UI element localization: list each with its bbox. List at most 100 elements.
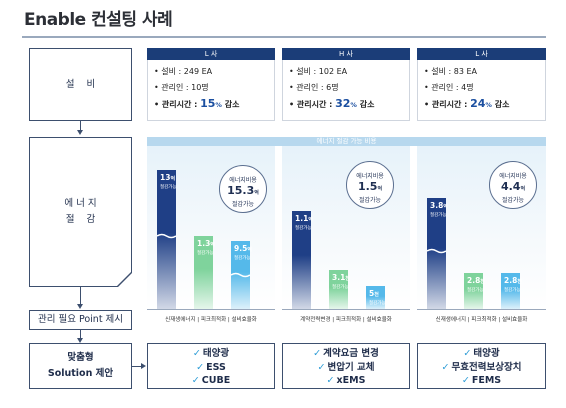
saving-sub: 절감가능 — [358, 197, 382, 204]
saving-value: 1.5억 — [357, 180, 383, 193]
saving-value: 4.4억 — [500, 180, 526, 193]
saving-label: 에너지비용 — [499, 173, 527, 180]
category-labels: 신재생에너지 | 피크최적화 | 설비효율화 — [435, 317, 528, 323]
check-icon: ✓ — [313, 348, 322, 359]
management-time-label: • 관리시간 : — [154, 100, 201, 109]
equipment-step: 설 비 — [29, 48, 132, 121]
solution-item: ✓ FEMS — [418, 374, 545, 388]
category-label: 설비효율화 — [502, 317, 528, 323]
bar-caption: 절감가능 — [234, 256, 251, 261]
saving-sub: 절감가능 — [501, 197, 525, 204]
bar-value: 1.1억 — [295, 214, 313, 223]
solution-text: ESS — [206, 361, 226, 373]
bar-caption: 절감가능 — [369, 301, 386, 306]
solution-item: ✓ 계약요금 변경 — [283, 347, 409, 361]
company-info: • 설비 : 83 EA • 관리인 : 4명 • 관리시간 : 24% 감소 — [417, 60, 546, 121]
company-header: L 사 — [417, 48, 546, 60]
check-icon: ✓ — [317, 361, 326, 373]
solution-box: ✓ 태양광 ✓ ESS ✓ CUBE — [147, 343, 275, 389]
check-icon: ✓ — [463, 348, 472, 359]
category-labels: 신재생에너지 | 피크최적화 | 설비효율화 — [165, 317, 257, 323]
bar-value: 5천 — [369, 289, 379, 298]
check-icon: ✓ — [192, 348, 201, 359]
solution-item: ✓ ESS — [148, 361, 274, 375]
manager-count: • 관리인 : 6명 — [289, 83, 339, 92]
equipment-count: • 설비 : 83 EA — [424, 67, 478, 76]
manager-count: • 관리인 : 10명 — [154, 83, 209, 92]
solution-step: 맞춤형 Solution 제안 — [29, 343, 132, 389]
solution-item: ✓ 태양광 — [418, 347, 545, 361]
energy-panel: 13억 절감가능 1.3억 절감가능 9.5억 절감가능 에너지비용 15.3억 절감가능 — [147, 146, 275, 309]
chart-axis — [147, 309, 275, 310]
saving-label: 에너지비용 — [356, 173, 384, 180]
check-icon: ✓ — [191, 375, 200, 386]
solution-item: ✓ 태양광 — [148, 347, 274, 361]
management-time-suffix: 감소 — [221, 100, 240, 109]
bar-caption: 절감가능 — [160, 185, 177, 190]
management-time: • 관리시간 : 32% 감소 — [289, 96, 409, 113]
flow-arrow-icon — [77, 338, 83, 343]
equipment-count: • 설비 : 102 EA — [289, 67, 348, 76]
management-time-value: 15 — [200, 97, 216, 110]
company-header: H 사 — [282, 48, 410, 60]
solution-text: CUBE — [201, 375, 231, 386]
management-time-unit: % — [215, 101, 222, 109]
energy-bar: 3.8억 절감가능 — [427, 198, 448, 309]
check-icon: ✓ — [461, 375, 470, 386]
bar-unit: 천 — [517, 279, 522, 285]
saving-unit: 억 — [377, 186, 383, 192]
bar-value: 3.1천 — [332, 273, 350, 282]
solution-connector — [132, 366, 142, 367]
title-divider — [22, 36, 546, 38]
axis-break-icon — [231, 272, 250, 278]
bar-unit: 천 — [345, 276, 350, 282]
axis-break-icon — [157, 233, 176, 239]
solution-arrow-icon — [141, 363, 146, 369]
bar-value: 3.8억 — [430, 201, 448, 210]
management-time-label: • 관리시간 : — [424, 100, 471, 109]
saving-sub: 절감가능 — [231, 201, 255, 208]
solution-text: 무효전력보상장치 — [451, 361, 522, 373]
bar-unit: 억 — [443, 204, 448, 210]
bar-unit: 억 — [247, 247, 252, 253]
bar-value: 1.3억 — [197, 239, 215, 248]
solution-item: ✓ 변압기 교체 — [283, 361, 409, 375]
point-step: 관리 필요 Point 제시 — [29, 310, 132, 330]
category-labels: 계약전력변경 | 피크최적화 | 설비효율화 — [300, 317, 392, 323]
bar-value: 13억 — [160, 173, 176, 182]
chart-axis — [417, 309, 546, 310]
bar-unit: 억 — [308, 217, 313, 223]
energy-bar: 1.3억 절감가능 — [194, 236, 215, 309]
chart-axis — [282, 309, 410, 310]
energy-panel: 3.8억 절감가능 2.8천 절감가능 2.8천 절감가능 에너지비용 4.4억 절감가능 — [417, 146, 546, 309]
bar-value: 2.8천 — [504, 276, 522, 285]
solution-text: xEMS — [336, 375, 366, 386]
management-time-label: • 관리시간 : — [289, 100, 336, 109]
company-name: L 사 — [204, 50, 218, 58]
saving-label: 에너지비용 — [229, 177, 257, 184]
category-label: 피크최적화 — [200, 317, 227, 323]
management-time-unit: % — [485, 101, 492, 109]
flow-line — [80, 330, 81, 339]
category-label: 설비효율화 — [366, 317, 392, 323]
check-icon: ✓ — [196, 361, 205, 373]
company-info: • 설비 : 249 EA • 관리인 : 10명 • 관리시간 : 15% 감… — [147, 60, 275, 121]
bar-unit: 천 — [480, 279, 485, 285]
saving-value: 15.3억 — [227, 184, 259, 197]
solution-box: ✓ 계약요금 변경 ✓ 변압기 교체 ✓ xEMS — [282, 343, 410, 389]
solution-text: 태양광 — [473, 348, 500, 359]
bar-value: 2.8천 — [467, 276, 485, 285]
solution-text: 변압기 교체 — [327, 361, 375, 373]
management-time-suffix: 감소 — [356, 100, 375, 109]
solution-item: ✓ CUBE — [148, 374, 274, 388]
bar-caption: 절감가능 — [467, 288, 484, 293]
energy-bar: 3.1천 절감가능 — [329, 270, 350, 309]
point-step-label: 관리 필요 Point 제시 — [37, 314, 124, 325]
solution-text: 계약요금 변경 — [323, 348, 379, 359]
bar-caption: 절감가능 — [295, 226, 312, 231]
